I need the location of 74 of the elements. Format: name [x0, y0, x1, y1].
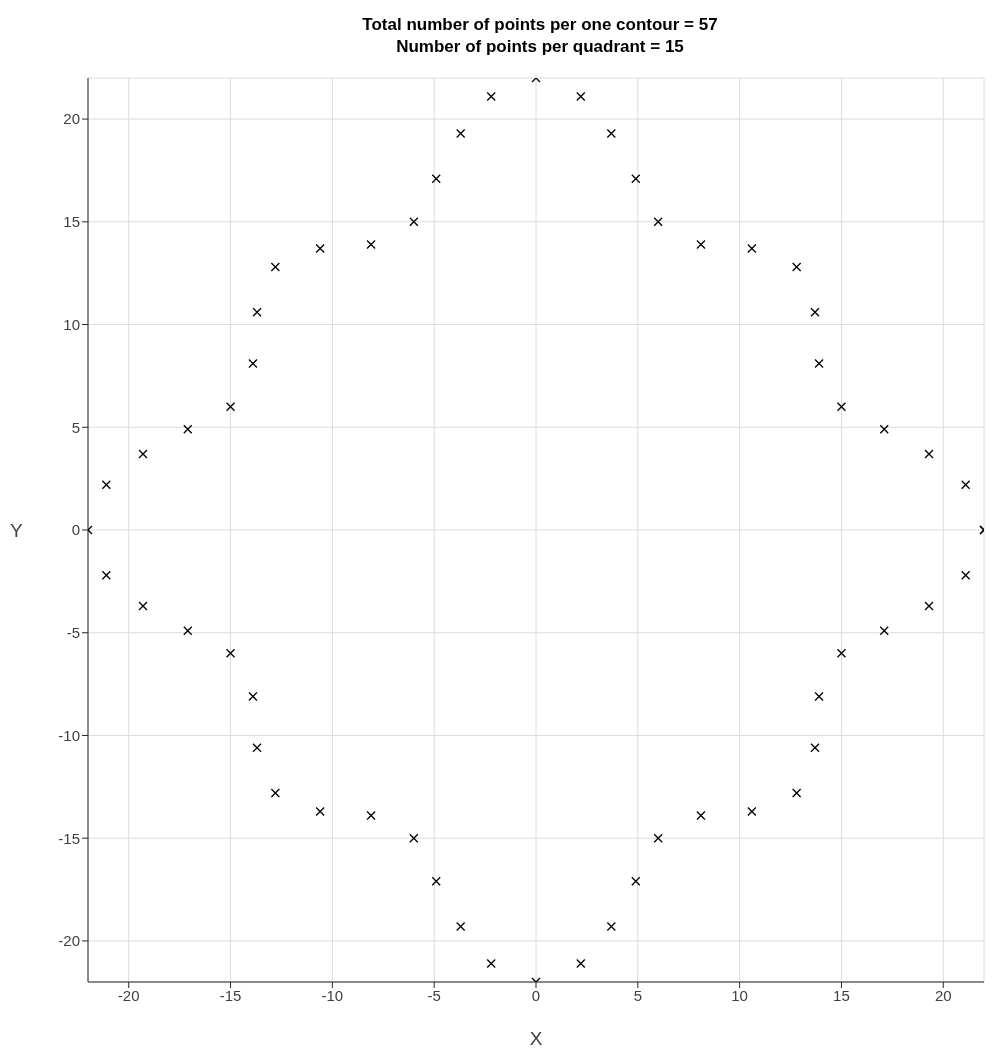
point	[270, 788, 280, 798]
y-tick-label: 15	[63, 213, 80, 231]
point	[486, 91, 496, 102]
point	[456, 921, 466, 932]
point	[696, 239, 706, 250]
point	[315, 243, 325, 254]
point	[252, 743, 262, 753]
point	[456, 128, 466, 139]
y-tick-label: -20	[58, 932, 80, 950]
point	[653, 833, 663, 843]
point	[924, 449, 934, 459]
point	[248, 358, 258, 369]
point	[366, 810, 376, 821]
point	[836, 648, 847, 658]
point	[653, 217, 663, 227]
point	[431, 876, 441, 886]
y-tick-label: -10	[58, 726, 80, 744]
point	[270, 262, 280, 272]
x-tick-label: -5	[427, 986, 441, 1004]
chart-title: Total number of points per one contour = 57	[361, 14, 719, 36]
point	[747, 806, 757, 817]
chart-subtitle: Number of points per quadrant = 15	[395, 36, 685, 58]
point	[183, 424, 193, 434]
point	[248, 691, 258, 702]
x-axis-title: X	[529, 1028, 543, 1049]
x-tick-label: 10	[731, 986, 748, 1004]
point	[252, 307, 262, 317]
y-tick-label: 20	[63, 110, 80, 128]
point	[409, 833, 419, 843]
point	[183, 626, 193, 636]
point	[631, 876, 641, 886]
point	[961, 480, 971, 490]
x-tick-label: -15	[219, 986, 242, 1004]
y-tick-label: 10	[63, 315, 80, 333]
point	[814, 691, 824, 702]
x-tick-label: 5	[633, 986, 642, 1004]
point	[101, 480, 111, 490]
point	[576, 91, 586, 102]
point	[810, 307, 820, 317]
x-tick-label: -10	[321, 986, 344, 1004]
y-tick-label: 0	[71, 521, 80, 539]
point	[576, 958, 586, 969]
point	[924, 601, 934, 611]
x-tick-label: -20	[117, 986, 140, 1004]
point	[606, 921, 616, 932]
point	[747, 243, 757, 254]
point	[606, 128, 616, 139]
point	[486, 958, 496, 969]
point	[409, 217, 419, 227]
point	[810, 743, 820, 753]
point	[879, 626, 889, 636]
point	[879, 424, 889, 434]
y-axis-title: Y	[10, 519, 23, 541]
point	[792, 262, 802, 272]
point	[792, 788, 802, 798]
point	[366, 239, 376, 250]
x-tick-label: 0	[531, 986, 541, 1004]
point	[225, 402, 236, 412]
point	[138, 449, 148, 459]
point	[431, 174, 441, 184]
point	[631, 174, 641, 184]
point	[101, 570, 111, 580]
x-tick-label: 15	[833, 986, 850, 1004]
x-tick-label: 20	[934, 986, 952, 1004]
point	[696, 810, 706, 821]
point	[315, 806, 325, 817]
point	[138, 601, 148, 611]
point	[814, 358, 824, 369]
y-tick-label: -5	[66, 624, 80, 642]
point	[836, 402, 847, 412]
y-tick-label: -15	[58, 829, 80, 847]
point	[225, 648, 236, 658]
y-tick-label: 5	[71, 418, 80, 436]
point	[961, 570, 971, 580]
